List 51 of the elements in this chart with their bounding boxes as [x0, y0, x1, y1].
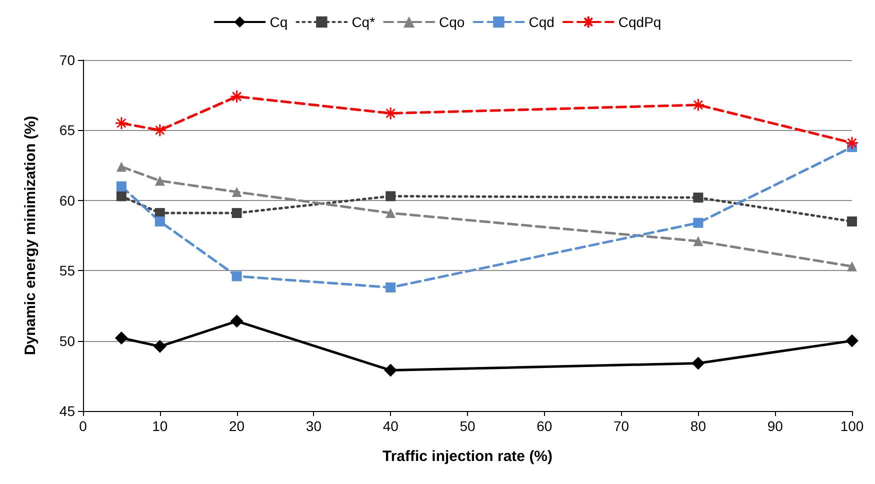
x-axis-title: Traffic injection rate (%) — [382, 448, 553, 465]
x-tick-label: 30 — [306, 418, 322, 434]
y-tick-label: 65 — [59, 122, 76, 138]
legend-label: CqdPq — [618, 14, 662, 30]
point — [384, 364, 398, 377]
point — [845, 136, 859, 150]
x-tick-label: 70 — [614, 418, 630, 434]
y-tick-label: 45 — [59, 403, 76, 419]
x-tick-label: 100 — [840, 418, 864, 434]
legend-label: Cqd — [528, 14, 554, 30]
y-tick-label: 60 — [59, 192, 76, 208]
point — [386, 208, 396, 218]
legend-label: Cqo — [439, 14, 465, 30]
x-tick-label: 20 — [229, 418, 245, 434]
y-axis-title: Dynamic energy minimization (%) — [22, 116, 39, 356]
x-tick-label: 60 — [536, 418, 552, 434]
point — [230, 314, 244, 328]
point — [116, 181, 126, 192]
point — [154, 216, 165, 226]
point — [116, 191, 126, 202]
point — [693, 236, 704, 246]
point — [232, 208, 242, 218]
point — [153, 340, 166, 353]
point — [154, 176, 165, 186]
point — [230, 90, 244, 104]
point — [114, 331, 128, 344]
point — [693, 192, 704, 203]
point — [232, 186, 242, 197]
x-tick-label: 80 — [690, 418, 706, 434]
x-tick-label: 50 — [460, 418, 476, 434]
y-tick-label: 50 — [59, 332, 76, 349]
y-tick-label: 55 — [59, 262, 76, 279]
point — [116, 162, 126, 172]
point — [153, 123, 167, 137]
point — [384, 106, 398, 120]
point — [693, 218, 704, 228]
point — [847, 216, 857, 226]
legend-label: Cq* — [352, 14, 376, 30]
point — [386, 282, 396, 292]
point — [232, 271, 242, 282]
point — [114, 116, 128, 130]
x-tick-label: 90 — [767, 418, 784, 434]
point — [692, 356, 705, 370]
x-tick-label: 0 — [79, 418, 88, 434]
point — [386, 191, 396, 202]
legend-label: Cq — [270, 14, 288, 30]
x-tick-label: 40 — [382, 418, 399, 434]
point — [846, 334, 858, 348]
y-tick-label: 70 — [59, 52, 76, 68]
point — [847, 261, 857, 272]
x-tick-label: 10 — [152, 418, 168, 434]
